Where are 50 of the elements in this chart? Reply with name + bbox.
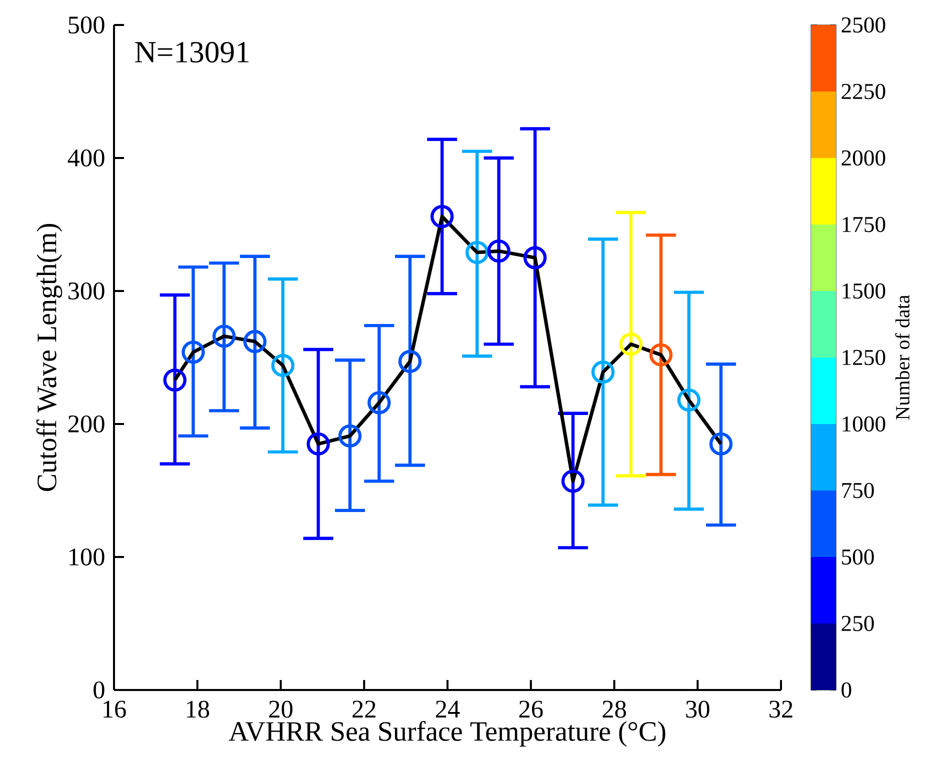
point bbox=[677, 388, 700, 412]
point bbox=[561, 470, 585, 493]
line-series bbox=[173, 214, 723, 483]
color-bar-label: 0 bbox=[842, 682, 852, 698]
point bbox=[182, 340, 205, 364]
color-bar-title: Number of data bbox=[895, 295, 910, 420]
point bbox=[619, 332, 643, 356]
x-tick-label: 28 bbox=[602, 700, 626, 718]
point bbox=[466, 240, 489, 264]
color-bar-label: 1500 bbox=[842, 283, 886, 299]
x-tick-label: 24 bbox=[436, 700, 460, 718]
color-bar-label: 1000 bbox=[842, 416, 886, 432]
x-tick-label: 32 bbox=[770, 700, 792, 718]
point bbox=[398, 350, 422, 374]
point bbox=[487, 239, 510, 263]
color-bar-label: 250 bbox=[842, 616, 874, 632]
point bbox=[709, 432, 733, 456]
color-bar-label: 2500 bbox=[842, 17, 886, 33]
y-tick-label: 0 bbox=[94, 681, 104, 699]
y-tick-label: 500 bbox=[68, 16, 104, 34]
x-tick-label: 20 bbox=[269, 700, 292, 718]
point bbox=[523, 246, 547, 270]
x-tick-label: 18 bbox=[186, 700, 210, 718]
point bbox=[338, 424, 362, 448]
point bbox=[368, 391, 391, 414]
color-bar-label: 1250 bbox=[842, 350, 886, 366]
x-tick-label: 26 bbox=[519, 700, 543, 718]
y-tick-label: 300 bbox=[68, 282, 104, 300]
annotation: N=13091 bbox=[135, 42, 249, 63]
color-bar-label: 500 bbox=[842, 549, 874, 565]
x-tick-label: 16 bbox=[104, 700, 126, 718]
point bbox=[163, 368, 186, 392]
point bbox=[271, 354, 294, 378]
y-axis-title: Cutoff Wave Length(m) bbox=[36, 224, 62, 492]
color-bar-label: 1750 bbox=[842, 216, 886, 232]
point bbox=[591, 360, 615, 384]
color-bar-label: 2250 bbox=[842, 84, 886, 100]
x-tick-label: 30 bbox=[686, 700, 710, 718]
point bbox=[212, 324, 236, 348]
x-axis-title: AVHRR Sea Surface Temperature (°C) bbox=[228, 720, 666, 747]
color-bar-label: 2000 bbox=[842, 150, 886, 166]
point bbox=[243, 330, 267, 354]
point bbox=[649, 343, 673, 366]
color-bar-label: 750 bbox=[842, 482, 874, 498]
x-tick-label: 22 bbox=[352, 700, 376, 718]
y-tick-label: 100 bbox=[70, 548, 104, 566]
point bbox=[306, 432, 330, 456]
y-tick-label: 200 bbox=[68, 415, 104, 433]
point bbox=[430, 204, 454, 228]
y-tick-label: 400 bbox=[68, 149, 104, 167]
